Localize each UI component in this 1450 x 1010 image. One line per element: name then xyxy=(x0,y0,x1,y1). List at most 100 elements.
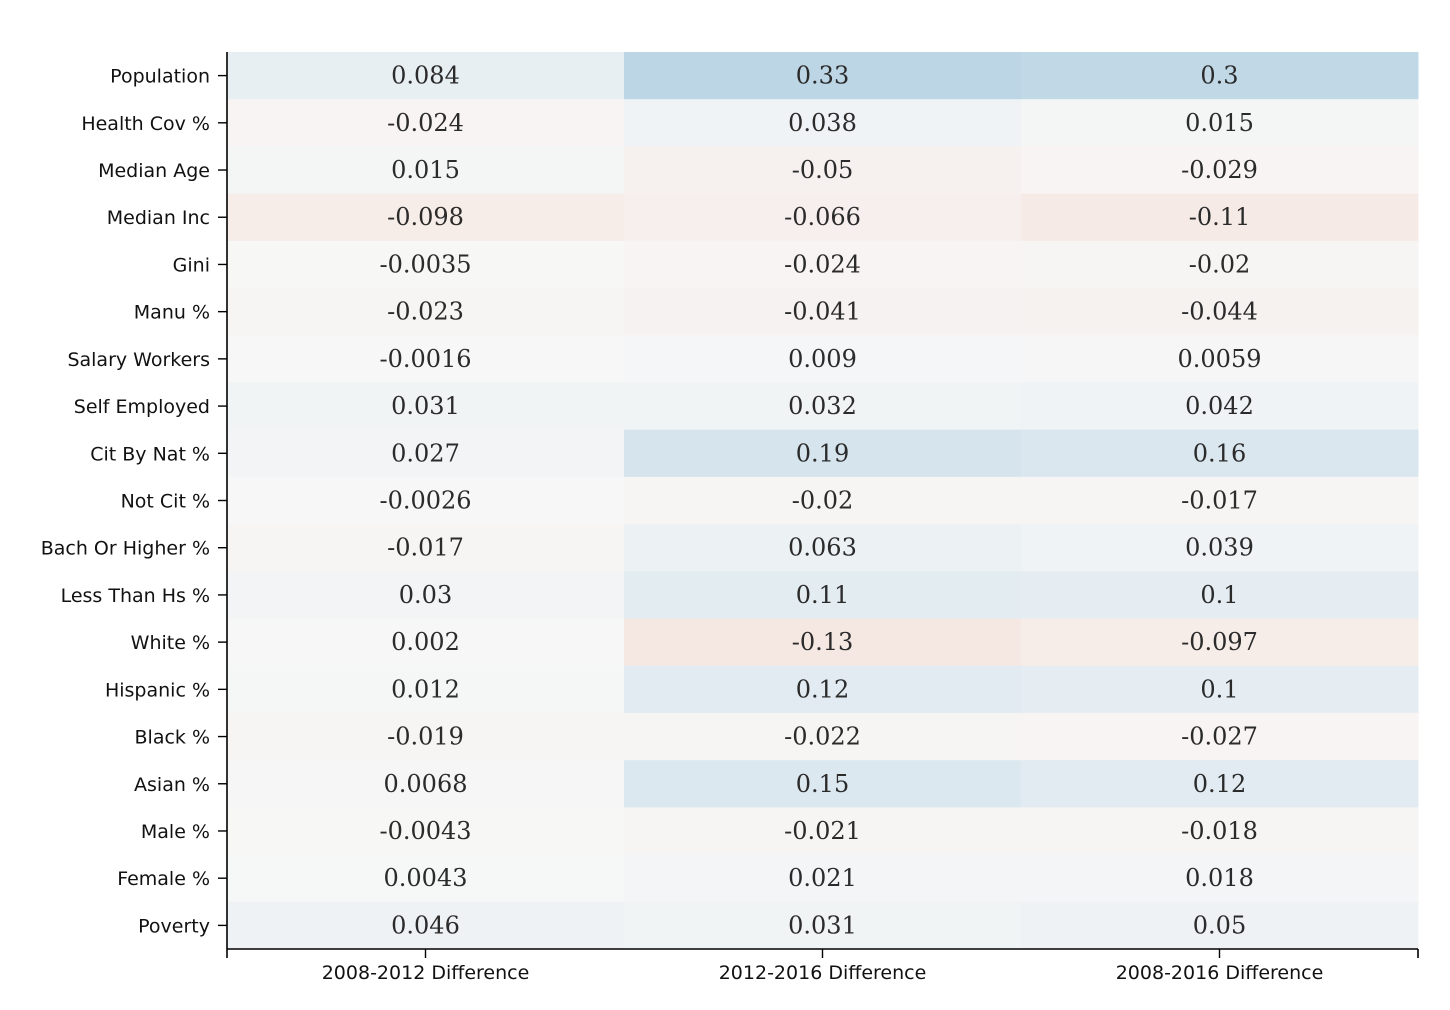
heatmap-cell xyxy=(1021,807,1419,856)
row-label: Manu % xyxy=(134,302,210,324)
row-label: Less Than Hs % xyxy=(61,585,210,607)
heatmap-cell xyxy=(624,712,1022,761)
heatmap-cell xyxy=(624,665,1022,714)
cell-value-label: 0.002 xyxy=(391,628,460,656)
cell-value-label: 0.05 xyxy=(1193,911,1246,939)
column-label: 2012-2016 Difference xyxy=(719,962,927,984)
row-label: Cit By Nat % xyxy=(90,443,210,465)
heatmap-cell xyxy=(624,335,1022,383)
row-label: Female % xyxy=(117,868,210,890)
cell-value-label: 0.038 xyxy=(788,109,857,137)
cell-value-label: 0.12 xyxy=(1193,770,1246,798)
cell-value-label: 0.1 xyxy=(1200,581,1238,609)
heatmap-cell xyxy=(624,807,1022,856)
heatmap-cell xyxy=(1021,382,1419,431)
cell-value-label: 0.19 xyxy=(796,439,849,467)
heatmap-cell xyxy=(227,240,625,289)
heatmap-cell xyxy=(227,901,625,950)
heatmap-cell xyxy=(227,807,625,856)
cell-value-label: -0.02 xyxy=(792,487,854,515)
cell-value-label: -0.05 xyxy=(792,156,854,184)
cell-value-label: -0.041 xyxy=(784,298,861,326)
heatmap-cell xyxy=(227,52,625,100)
row-label: Population xyxy=(110,66,210,88)
cell-value-label: -0.019 xyxy=(387,723,464,751)
heatmap-cell xyxy=(1021,665,1419,714)
cell-value-label: 0.042 xyxy=(1185,392,1254,420)
cell-value-label: 0.027 xyxy=(391,439,460,467)
cell-value-label: -0.0043 xyxy=(379,817,471,845)
heatmap-cell xyxy=(624,854,1022,903)
row-label: Asian % xyxy=(134,774,210,796)
cell-value-label: -0.066 xyxy=(784,203,861,231)
cell-value-label: 0.0059 xyxy=(1178,345,1262,373)
cell-value-label: -0.11 xyxy=(1189,203,1251,231)
cell-value-label: 0.021 xyxy=(788,864,857,892)
heatmap-cell xyxy=(624,288,1022,336)
heatmap-cell xyxy=(227,618,625,667)
heatmap-cell xyxy=(227,99,625,147)
cell-value-label: -0.0016 xyxy=(379,345,471,373)
heatmap-cell xyxy=(227,760,625,808)
row-label: Health Cov % xyxy=(81,113,210,135)
cell-value-label: 0.032 xyxy=(788,392,857,420)
cell-value-label: 0.0068 xyxy=(384,770,468,798)
heatmap-cell xyxy=(1021,288,1419,336)
row-label: White % xyxy=(131,632,210,654)
heatmap-cell xyxy=(624,618,1022,667)
cell-value-label: 0.3 xyxy=(1200,62,1238,90)
heatmap-cell xyxy=(227,193,625,242)
cell-value-label: -0.021 xyxy=(784,817,861,845)
cell-value-label: 0.12 xyxy=(796,675,849,703)
heatmap-cell xyxy=(227,429,625,478)
cell-value-label: 0.031 xyxy=(788,911,857,939)
heatmap-cell xyxy=(1021,618,1419,667)
heatmap-cell xyxy=(227,335,625,383)
cell-value-label: 0.11 xyxy=(796,581,849,609)
row-label: Median Inc xyxy=(107,207,210,229)
cell-value-label: -0.02 xyxy=(1189,250,1251,278)
heatmap-cell xyxy=(1021,524,1419,572)
cell-value-label: 0.039 xyxy=(1185,534,1254,562)
heatmap-cell xyxy=(1021,571,1419,620)
cell-value-label: 0.063 xyxy=(788,534,857,562)
cell-value-label: 0.012 xyxy=(391,675,460,703)
row-label: Hispanic % xyxy=(105,679,210,701)
heatmap-cell xyxy=(1021,712,1419,761)
heatmap-cell xyxy=(624,901,1022,950)
heatmap-cell xyxy=(624,193,1022,242)
heatmap-cell xyxy=(624,524,1022,572)
cell-value-label: -0.027 xyxy=(1181,723,1258,751)
row-label: Bach Or Higher % xyxy=(41,538,210,560)
cell-value-label: -0.017 xyxy=(387,534,464,562)
heatmap-cell xyxy=(227,854,625,903)
heatmap-cell xyxy=(1021,476,1419,525)
heatmap-cell xyxy=(624,146,1022,195)
row-label: Black % xyxy=(135,727,211,749)
heatmap-cell xyxy=(624,52,1022,100)
heatmap-cell xyxy=(624,760,1022,808)
cell-value-label: -0.029 xyxy=(1181,156,1258,184)
cell-value-label: 0.046 xyxy=(391,911,460,939)
row-label: Male % xyxy=(141,821,210,843)
heatmap-cells xyxy=(227,52,1419,950)
cell-value-label: 0.03 xyxy=(399,581,452,609)
row-label: Salary Workers xyxy=(67,349,210,371)
cell-value-label: 0.1 xyxy=(1200,675,1238,703)
cell-value-label: -0.018 xyxy=(1181,817,1258,845)
column-label: 2008-2016 Difference xyxy=(1116,962,1324,984)
cell-value-label: 0.018 xyxy=(1185,864,1254,892)
heatmap-cell xyxy=(1021,146,1419,195)
cell-value-label: -0.024 xyxy=(387,109,464,137)
cell-value-label: -0.024 xyxy=(784,250,861,278)
cell-value-label: 0.33 xyxy=(796,62,849,90)
row-label: Self Employed xyxy=(74,396,210,418)
cell-value-label: -0.023 xyxy=(387,298,464,326)
cell-value-label: -0.044 xyxy=(1181,298,1258,326)
cell-value-label: -0.017 xyxy=(1181,487,1258,515)
heatmap-cell xyxy=(227,665,625,714)
heatmap-cell xyxy=(1021,901,1419,950)
heatmap-value-labels: 0.084 0.33 0.3 -0.024 0.038 0.015 0.015 -0.05 -0… xyxy=(379,62,1261,940)
heatmap-cell xyxy=(624,571,1022,620)
